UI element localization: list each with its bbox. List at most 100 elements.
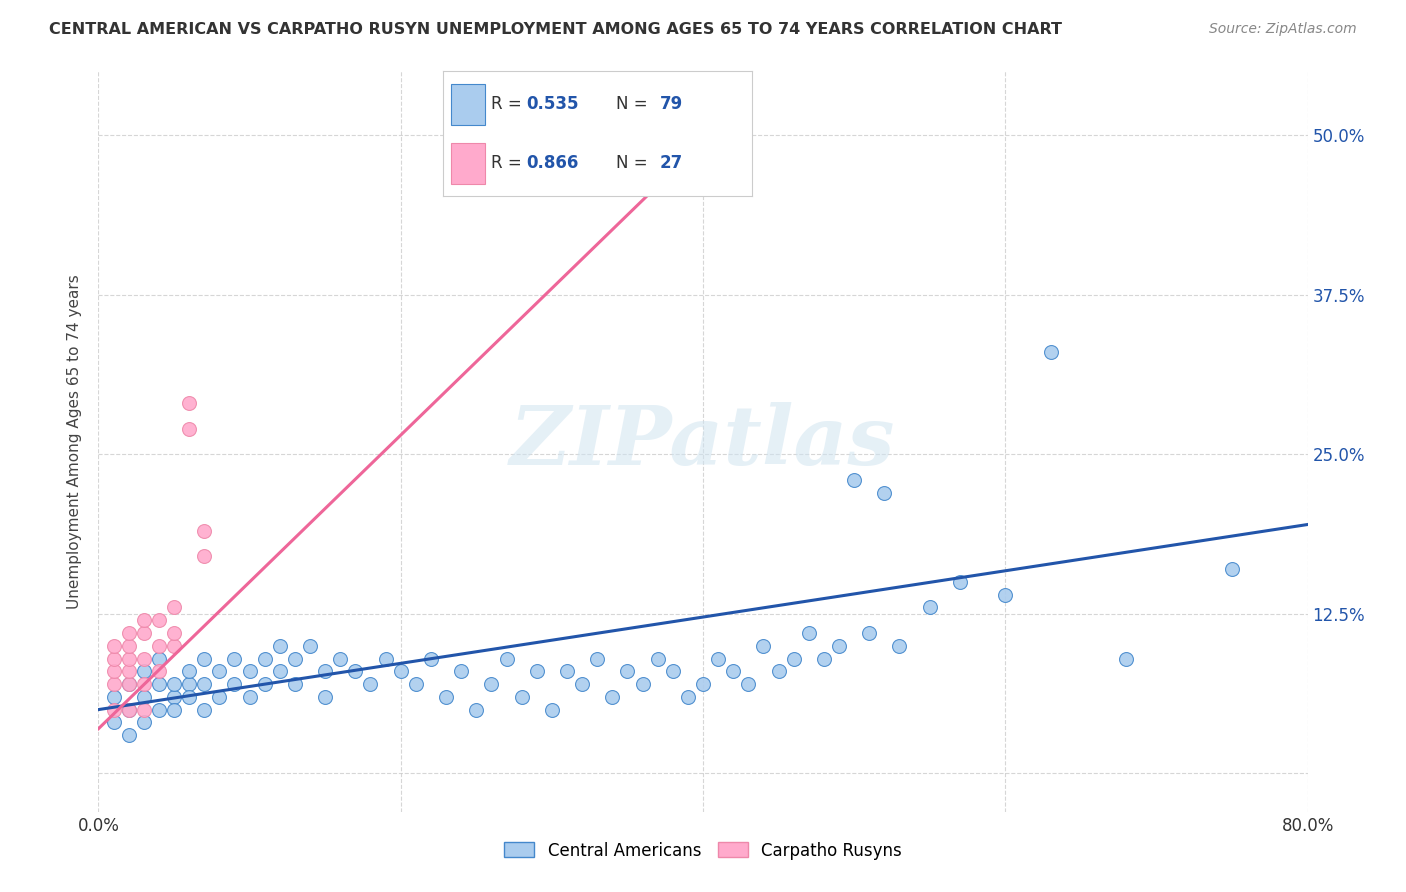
Bar [450,143,485,184]
Point [374,651,396,665]
Text: CENTRAL AMERICAN VS CARPATHO RUSYN UNEMPLOYMENT AMONG AGES 65 TO 74 YEARS CORREL: CENTRAL AMERICAN VS CARPATHO RUSYN UNEMP… [49,22,1062,37]
Point [118,665,141,679]
Point [179,665,201,679]
Point [676,690,699,704]
Point [208,665,231,679]
Point [405,677,427,691]
Point [103,703,125,717]
Point [555,665,578,679]
Point [179,677,201,691]
Point [949,574,972,589]
Point [1039,345,1062,359]
Point [118,703,141,717]
Point [193,524,215,538]
Point [179,690,201,704]
Point [616,128,638,143]
Point [723,665,745,679]
Point [179,396,201,410]
Point [132,665,155,679]
Point [737,677,759,691]
Legend: Central Americans, Carpatho Rusyns: Central Americans, Carpatho Rusyns [498,835,908,866]
Text: 0.535: 0.535 [526,95,579,113]
Point [813,651,835,665]
Point [179,422,201,436]
Point [253,651,276,665]
Point [193,677,215,691]
Point [163,600,186,615]
Point [132,703,155,717]
Point [208,690,231,704]
Text: N =: N = [616,95,652,113]
Point [118,728,141,742]
Text: R =: R = [491,153,527,171]
Point [692,677,714,691]
Y-axis label: Unemployment Among Ages 65 to 74 years: Unemployment Among Ages 65 to 74 years [67,274,83,609]
Point [103,690,125,704]
Point [118,651,141,665]
Point [314,665,336,679]
Point [858,626,880,640]
Text: ZIPatlas: ZIPatlas [510,401,896,482]
Point [1115,651,1137,665]
Point [284,651,307,665]
Point [224,677,246,691]
Text: N =: N = [616,153,652,171]
Point [647,651,669,665]
Point [132,613,155,627]
Point [540,703,562,717]
Point [148,651,170,665]
Point [269,665,291,679]
Point [118,626,141,640]
Point [360,677,382,691]
Point [752,639,775,653]
Point [420,651,443,665]
Point [844,473,866,487]
Point [148,613,170,627]
Point [661,665,683,679]
Point [103,677,125,691]
Point [450,665,472,679]
Point [873,485,896,500]
Point [510,690,533,704]
Point [163,626,186,640]
Point [631,677,654,691]
Point [163,677,186,691]
Point [132,651,155,665]
Point [239,690,262,704]
Point [299,639,322,653]
Point [132,626,155,640]
Point [163,703,186,717]
Point [193,651,215,665]
Point [797,626,820,640]
Point [132,690,155,704]
Point [434,690,457,704]
Point [132,715,155,730]
Point [118,677,141,691]
Point [148,639,170,653]
Point [389,665,412,679]
Point [889,639,911,653]
Point [616,665,638,679]
Point [148,665,170,679]
Point [465,703,488,717]
Point [586,651,609,665]
Point [193,549,215,564]
Point [526,665,548,679]
Point [828,639,851,653]
Point [163,690,186,704]
Point [103,665,125,679]
Text: 0.866: 0.866 [526,153,579,171]
Point [314,690,336,704]
Text: R =: R = [491,95,527,113]
Point [239,665,262,679]
Point [118,639,141,653]
Point [224,651,246,665]
Text: 27: 27 [659,153,683,171]
Point [118,677,141,691]
Bar [450,84,485,125]
Point [602,690,624,704]
Point [118,703,141,717]
Point [571,677,593,691]
Text: Source: ZipAtlas.com: Source: ZipAtlas.com [1209,22,1357,37]
Point [103,639,125,653]
